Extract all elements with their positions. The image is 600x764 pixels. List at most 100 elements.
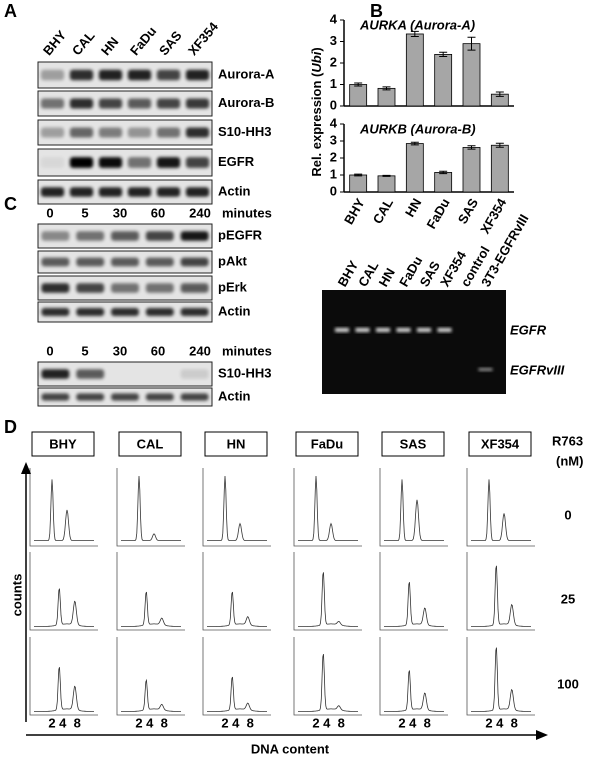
y-axis-label-part: ) bbox=[309, 47, 324, 51]
blot-band bbox=[180, 393, 209, 401]
error-bar bbox=[495, 91, 504, 97]
arrow-head bbox=[536, 730, 548, 740]
blot-strip bbox=[37, 119, 213, 146]
time-unit: minutes bbox=[222, 343, 272, 358]
blot-band bbox=[40, 187, 65, 197]
blot-band bbox=[41, 393, 70, 401]
lane-label: XF354 bbox=[185, 19, 222, 59]
blot-band bbox=[180, 231, 209, 241]
blot-band bbox=[76, 231, 105, 241]
histogram-trace bbox=[471, 565, 531, 627]
bar bbox=[462, 43, 481, 107]
blot-band bbox=[145, 393, 174, 401]
blot-band bbox=[145, 308, 174, 316]
lane-label: HN bbox=[98, 34, 122, 58]
bar bbox=[405, 33, 424, 107]
blot-band bbox=[185, 187, 210, 197]
error-bar bbox=[382, 86, 391, 91]
blot-band bbox=[180, 257, 209, 267]
gel-band bbox=[437, 328, 452, 332]
x-tick-label: CAL bbox=[370, 196, 396, 227]
gel-band bbox=[355, 328, 370, 332]
histogram-trace bbox=[34, 479, 94, 541]
header-box bbox=[295, 431, 359, 457]
x-tick-label: 8 bbox=[424, 715, 431, 730]
blot-strip bbox=[37, 61, 213, 89]
blot-band bbox=[76, 369, 105, 379]
dose-title: (nM) bbox=[556, 453, 583, 468]
chart-title: AURKB (Aurora-B) bbox=[359, 121, 476, 136]
bar bbox=[462, 147, 481, 193]
time-label: 0 bbox=[46, 343, 53, 358]
panel-label: D bbox=[4, 417, 17, 437]
error-bar bbox=[495, 142, 504, 148]
cell-line: BHY bbox=[49, 436, 77, 451]
blot-band bbox=[156, 127, 181, 138]
time-label: 240 bbox=[189, 343, 211, 358]
header-box bbox=[204, 431, 268, 457]
histogram-frame bbox=[29, 637, 98, 716]
cell-line: SAS bbox=[400, 436, 427, 451]
time-label: 60 bbox=[151, 343, 165, 358]
x-axis-label: DNA content bbox=[251, 741, 330, 756]
error-bar bbox=[439, 51, 448, 58]
blot-band bbox=[40, 98, 65, 109]
blot-band bbox=[40, 69, 65, 81]
histogram-frame bbox=[116, 468, 185, 547]
blot-band bbox=[111, 231, 139, 241]
histogram-frame bbox=[202, 552, 271, 631]
blot-band bbox=[98, 157, 123, 168]
histogram-trace bbox=[207, 676, 267, 712]
x-tick-label: 2 bbox=[48, 715, 55, 730]
x-tick-label: 4 bbox=[323, 715, 331, 730]
band-label: EGFRvIII bbox=[510, 362, 565, 377]
x-tick-label: BHY bbox=[341, 195, 368, 227]
blot-band bbox=[156, 187, 181, 197]
blot-band bbox=[111, 308, 139, 316]
bar bbox=[434, 54, 453, 107]
lane-label: CAL bbox=[355, 259, 381, 290]
y-tick-label: 2 bbox=[330, 149, 337, 164]
y-axis-label: counts bbox=[9, 574, 24, 617]
bar bbox=[377, 87, 396, 107]
time-label: 30 bbox=[113, 205, 127, 220]
header-box bbox=[381, 431, 445, 457]
histogram-trace bbox=[121, 678, 181, 712]
histogram-frame bbox=[466, 468, 535, 547]
histogram-trace bbox=[298, 572, 358, 627]
histogram-trace bbox=[471, 647, 531, 712]
histogram-trace bbox=[207, 591, 267, 627]
row-label: pEGFR bbox=[218, 227, 263, 242]
y-axis-label: Rel. expression (Ubi) bbox=[309, 47, 324, 176]
time-label: 240 bbox=[189, 205, 211, 220]
blot-strip bbox=[37, 90, 213, 117]
blot-band bbox=[41, 283, 70, 293]
lane-label: SAS bbox=[156, 28, 185, 58]
blot-band bbox=[111, 257, 139, 267]
blot-band bbox=[40, 127, 65, 138]
time-label: 30 bbox=[113, 343, 127, 358]
x-tick-label: SAS bbox=[455, 195, 482, 226]
arrow-head bbox=[21, 462, 31, 474]
y-tick-label: 3 bbox=[330, 132, 337, 147]
cell-line: HN bbox=[227, 436, 246, 451]
x-tick-label: 4 bbox=[496, 715, 504, 730]
blot-band bbox=[76, 283, 105, 293]
y-tick-label: 4 bbox=[330, 115, 338, 130]
row-label: EGFR bbox=[218, 154, 255, 169]
x-tick-label: 4 bbox=[59, 715, 67, 730]
histogram-frame bbox=[116, 552, 185, 631]
blot-band bbox=[69, 127, 94, 138]
histogram-trace bbox=[298, 654, 358, 712]
histogram-trace bbox=[34, 588, 94, 627]
panel-label: B bbox=[370, 1, 383, 21]
histogram-frame bbox=[202, 468, 271, 547]
histogram-trace bbox=[207, 475, 267, 541]
blot-band bbox=[127, 157, 152, 168]
histogram-trace bbox=[384, 670, 444, 712]
x-tick-label: 8 bbox=[511, 715, 518, 730]
lane-label: CAL bbox=[69, 28, 98, 58]
row-label: Actin bbox=[218, 303, 251, 318]
x-tick-label: 8 bbox=[161, 715, 168, 730]
